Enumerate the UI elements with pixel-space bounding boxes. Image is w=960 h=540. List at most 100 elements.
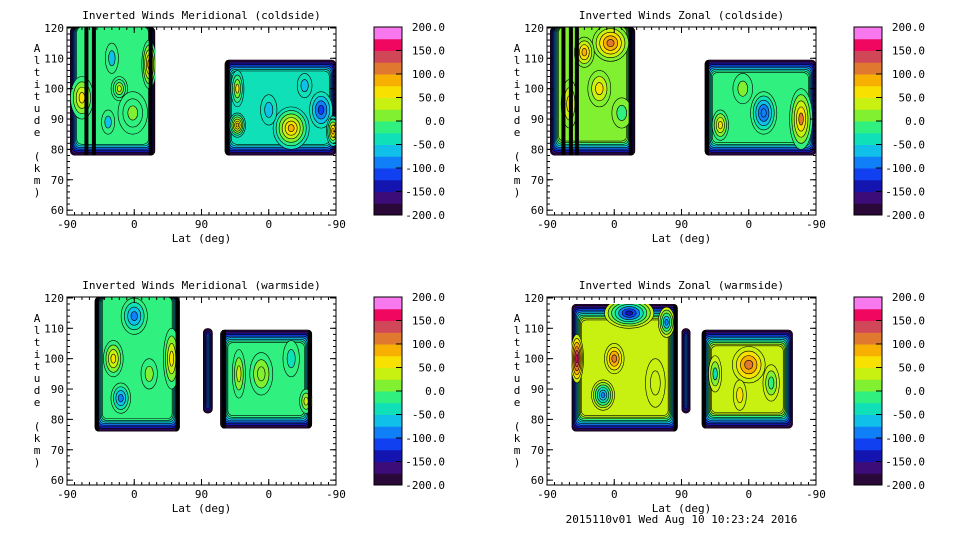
colorbar-label: 0.0 [425,115,445,128]
panel-zonal-warmside: -90 0 90 0 -90 60 70 80 90 100 110 120 Inverted Wind… [480,270,960,540]
y-tick-label: 70 [531,444,544,457]
x-tick-label: 0 [131,488,138,501]
colorbar-band [854,320,882,333]
colorbar-band [374,85,402,98]
colorbar-label: -150.0 [885,186,925,199]
colorbar-label: -150.0 [885,456,925,469]
contour-fill [94,297,313,432]
contour-feature [606,39,615,48]
y-label-char: ( [34,420,41,433]
y-label-char: ) [514,456,521,469]
colorbar-band [854,461,882,474]
colorbar-band [854,62,882,75]
y-tick-label: 100 [44,83,64,96]
plot-title: Inverted Winds Meridional (coldside) [82,9,320,22]
y-label-char: l [34,324,41,337]
contour-fill [571,303,793,432]
colorbar-band [374,438,402,451]
colorbar-band [374,179,402,192]
colorbar-label: 0.0 [425,385,445,398]
colorbar-band [374,308,402,321]
colorbar-band [854,144,882,157]
y-label-char: A [34,42,41,55]
data-region [202,328,213,414]
contour-feature [760,108,767,118]
colorbar-label: 100.0 [892,68,925,81]
contour-feature [257,366,266,382]
contour-dense-stripe [91,27,96,156]
x-tick-label: 0 [611,218,618,231]
colorbar-band [374,414,402,427]
y-tick-label: 120 [44,22,64,35]
y-label-char: m [34,174,41,187]
contour-feature [798,112,804,126]
colorbar-band [374,473,402,486]
y-label-char: u [514,102,521,115]
plot-title: Inverted Winds Meridional (warmside) [82,279,320,292]
data-region [220,329,313,429]
plot-title: Inverted Winds Zonal (warmside) [579,279,784,292]
y-label-char: t [34,360,41,373]
contour-dense-stripe [574,27,579,156]
colorbar-band [854,97,882,110]
x-tick-label: 90 [675,218,688,231]
contour-feature [736,387,744,403]
y-label-char: d [34,114,41,127]
y-tick-label: 70 [531,174,544,187]
data-region [681,328,691,414]
colorbar-band [374,332,402,345]
data-region [69,27,156,156]
contour-dense-stripe [84,27,89,156]
contour-feature [737,80,749,97]
data-region [704,59,816,156]
y-tick-label: 90 [51,383,64,396]
colorbar-label: 150.0 [412,45,445,58]
contour-feature [104,115,112,129]
y-label-char: e [514,126,521,139]
y-label-char: u [34,102,41,115]
colorbar-band [854,473,882,486]
y-tick-label: 80 [51,143,64,156]
colorbar-label: 200.0 [892,291,925,304]
colorbar-band [374,379,402,392]
colorbar-band [854,168,882,181]
contour-dense-stripe [175,297,180,432]
y-label-char: k [34,432,41,445]
colorbar-band [374,168,402,181]
y-tick-label: 110 [44,52,64,65]
colorbar-label: 100.0 [412,338,445,351]
colorbar-band [374,109,402,122]
contour-dense-stripe [628,27,633,156]
contour-feature [300,79,309,92]
colorbar-label: 50.0 [419,362,446,375]
colorbar-label: 100.0 [412,68,445,81]
y-tick-label: 90 [531,383,544,396]
contour-feature [287,124,295,132]
colorbar-band [374,74,402,87]
plot-title: Inverted Winds Zonal (coldside) [579,9,784,22]
x-tick-label: -90 [57,218,77,231]
x-tick-label: -90 [537,488,557,501]
y-label-char: t [34,90,41,103]
y-label-char: A [514,312,521,325]
contour-feature [78,92,86,104]
colorbar-band [374,461,402,474]
colorbar-band [374,144,402,157]
contour-dense-stripe [221,329,226,429]
contour-dense-stripe [673,303,678,432]
y-label-char: m [34,444,41,457]
contour-feature [650,370,661,396]
x-tick-label: -90 [326,488,346,501]
y-label-char: i [514,348,521,361]
contour-feature [744,359,754,370]
colorbar-band [854,38,882,51]
contour-dense-stripe [701,329,706,429]
colorbar-label: -200.0 [405,479,445,492]
y-label-char: k [514,432,521,445]
colorbar-label: -100.0 [885,432,925,445]
y-label-char: d [514,384,521,397]
colorbar-band [854,74,882,87]
colorbar-band [374,27,402,40]
colorbar-band [374,297,402,310]
